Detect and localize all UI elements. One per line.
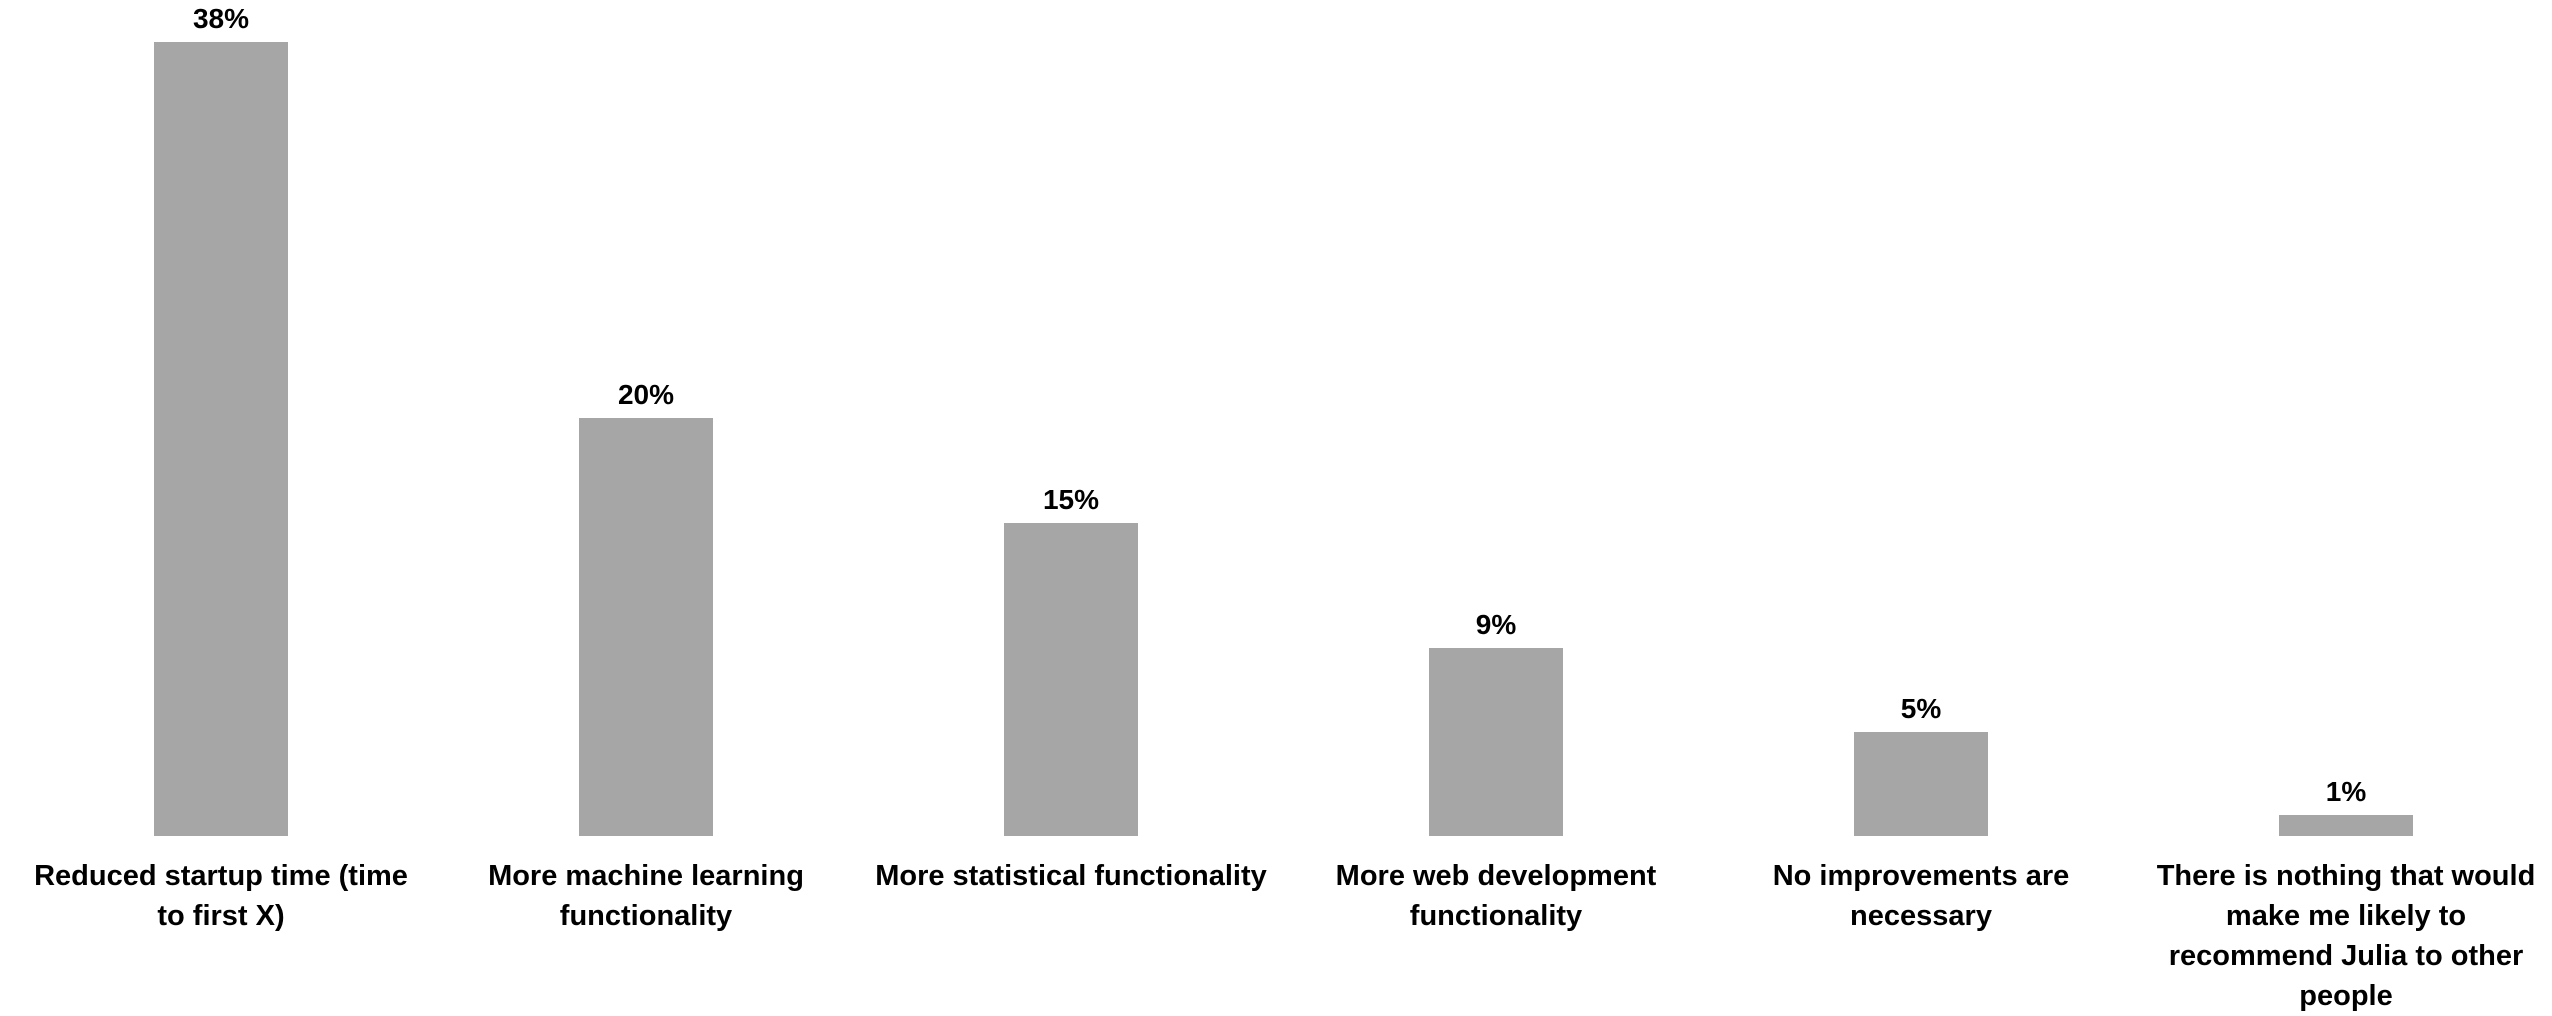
data-label: 1% (2325, 776, 2367, 808)
bar (1429, 647, 1563, 836)
data-label: 15% (1042, 483, 1100, 515)
category-label: More machine learning functionality (488, 860, 804, 932)
data-label: 5% (1900, 692, 1942, 724)
bar (579, 418, 713, 836)
bar (2279, 815, 2413, 836)
category-label: More statistical functionality (875, 860, 1267, 892)
data-label: 38% (192, 3, 250, 34)
data-label: 9% (1475, 608, 1517, 640)
bar (154, 42, 288, 836)
bar-chart: 38% Reduced startup time (time to first X… (34, 3, 2535, 1012)
category-label: More web development functionality (1335, 860, 1657, 932)
category-label: Reduced startup time (time to first X) (34, 860, 408, 932)
bar (1854, 731, 1988, 836)
data-label: 20% (617, 379, 675, 411)
category-label: No improvements are necessary (1772, 860, 2070, 932)
category-label: There is nothing that would make me like… (2156, 860, 2536, 1012)
bar (1004, 522, 1138, 836)
